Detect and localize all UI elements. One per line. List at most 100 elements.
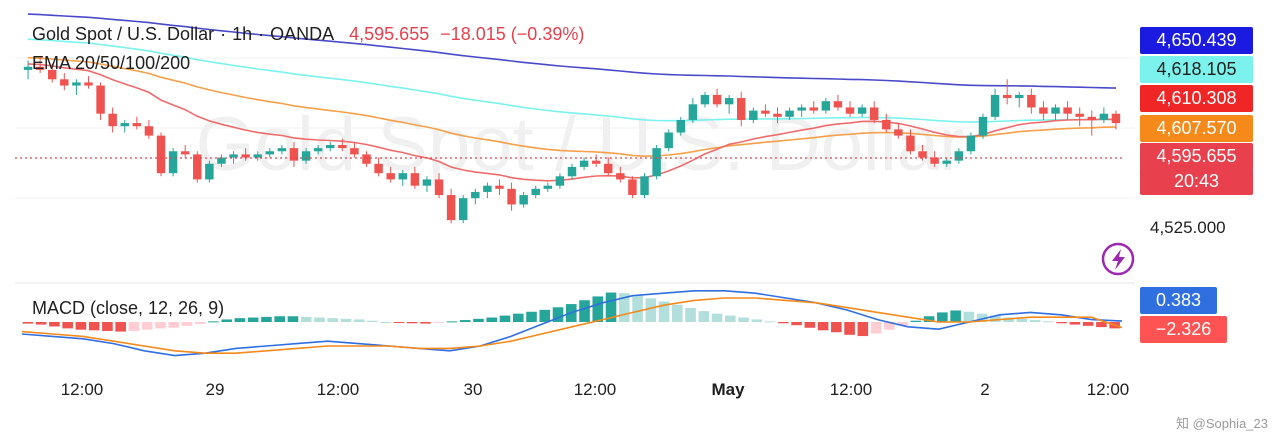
candle-body	[193, 154, 202, 180]
macd-histogram-bar	[128, 322, 140, 331]
macd-histogram-bar	[671, 304, 683, 322]
interval: 1h	[232, 24, 253, 44]
ema-label: EMA 20/50/100/200	[32, 53, 191, 73]
candle-body	[495, 185, 504, 189]
time-axis-label: 12:00	[61, 380, 104, 399]
macd-histogram-bar	[1096, 322, 1107, 328]
candle-body	[519, 195, 528, 205]
candle-body	[156, 135, 166, 174]
candle-body	[277, 148, 287, 152]
candle-body	[882, 119, 891, 130]
candle-body	[724, 98, 734, 105]
candle-body	[918, 151, 927, 158]
candle-body	[869, 107, 879, 120]
macd-histogram-bar	[62, 322, 73, 329]
macd-histogram-bar	[102, 322, 113, 331]
macd-histogram-bar	[844, 322, 855, 335]
candle-body	[749, 110, 758, 120]
macd-histogram-bar	[314, 317, 325, 322]
macd-histogram-bar	[950, 310, 961, 322]
candle-body	[47, 69, 57, 80]
candle-body	[313, 148, 323, 152]
candle-body	[1002, 94, 1012, 99]
candle-body	[737, 98, 746, 120]
candle-body	[1099, 113, 1109, 120]
candle-body	[531, 188, 540, 196]
grid	[15, 57, 1135, 199]
candle-body	[120, 123, 129, 127]
symbol-name: Gold Spot / U.S. Dollar	[32, 24, 215, 44]
macd-histogram-bar	[486, 317, 498, 322]
candle-body	[688, 104, 698, 120]
candle-body	[543, 185, 553, 189]
candle-body	[954, 151, 964, 161]
signal-value-tag: −2.326	[1140, 316, 1227, 343]
candle-body	[906, 135, 915, 152]
macd-histogram-bar	[910, 320, 922, 322]
candle-body	[471, 191, 480, 199]
macd-histogram-bar	[367, 320, 378, 322]
macd-histogram-bar	[552, 307, 564, 322]
candle-body	[1063, 107, 1072, 114]
macd-histogram-bar	[340, 318, 352, 322]
macd-histogram-bar	[526, 311, 537, 322]
candle-body	[338, 145, 347, 149]
macd-histogram-bar	[473, 318, 484, 322]
macd-title: MACD (close, 12, 26, 9)	[32, 298, 225, 318]
candle-body	[833, 101, 843, 108]
time-axis-label: 12:00	[317, 380, 360, 399]
candle-body	[640, 176, 649, 196]
time-axis-label: 12:00	[574, 380, 617, 399]
ema-legend[interactable]: EMA 20/50/100/200	[32, 53, 196, 74]
macd-histogram-bar	[141, 322, 153, 330]
candle-body	[1087, 116, 1097, 120]
candle-body	[1111, 113, 1121, 124]
price-change: −18.015 (−0.39%)	[440, 24, 585, 44]
macd-histogram-bar	[976, 313, 988, 322]
candle-body	[35, 66, 45, 70]
candle-body	[289, 148, 299, 161]
time-axis: 12:00 29 12:00 30 12:00 May 12:00 2 12:00	[61, 380, 1130, 399]
macd-histogram-bar	[433, 322, 445, 323]
candle-body	[797, 107, 806, 111]
macd-histogram-bar	[738, 317, 749, 322]
macd-histogram-bar	[778, 322, 789, 324]
candle-body	[761, 110, 770, 114]
macd-histogram-bar	[791, 322, 802, 326]
candle-body	[604, 163, 613, 174]
ema-line	[27, 38, 1117, 123]
candle-body	[422, 179, 432, 186]
macd-histogram-bar	[804, 322, 816, 328]
macd-histogram-bar	[963, 311, 975, 322]
exchange: OANDA	[270, 24, 335, 44]
candle-body	[374, 163, 383, 174]
candle-body	[1075, 113, 1084, 117]
ema-line	[27, 13, 1117, 89]
macd-legend[interactable]: MACD (close, 12, 26, 9)	[32, 298, 230, 319]
time-axis-label: 30	[464, 380, 483, 399]
macd-histogram-bar	[645, 298, 657, 322]
macd-histogram-bar	[831, 322, 842, 333]
candles	[23, 57, 1121, 224]
macd-histogram-bar	[115, 322, 126, 332]
macd-histogram-bar	[168, 322, 179, 328]
macd-histogram-bar	[88, 322, 100, 331]
macd-histogram-bar	[234, 318, 246, 322]
price-axis-label: 4,525.000	[1150, 218, 1226, 237]
price-tag: 4,618.105	[1140, 56, 1253, 83]
macd-histogram-bar	[353, 319, 365, 322]
alert-button[interactable]	[1101, 242, 1135, 276]
candle-body	[180, 151, 190, 155]
macd-histogram-bar	[632, 295, 643, 322]
watermark: Gold Spot / U.S. Dollar	[196, 102, 965, 187]
candle-body	[350, 148, 359, 155]
macd-histogram-bar	[658, 301, 670, 322]
macd-histogram-bar	[221, 319, 232, 322]
candle-body	[446, 195, 456, 221]
macd-histogram-bar	[1056, 322, 1067, 324]
time-axis-label: May	[711, 380, 745, 399]
candle-body	[591, 160, 601, 164]
candle-body	[60, 79, 69, 86]
macd-histogram-bar	[459, 320, 471, 322]
